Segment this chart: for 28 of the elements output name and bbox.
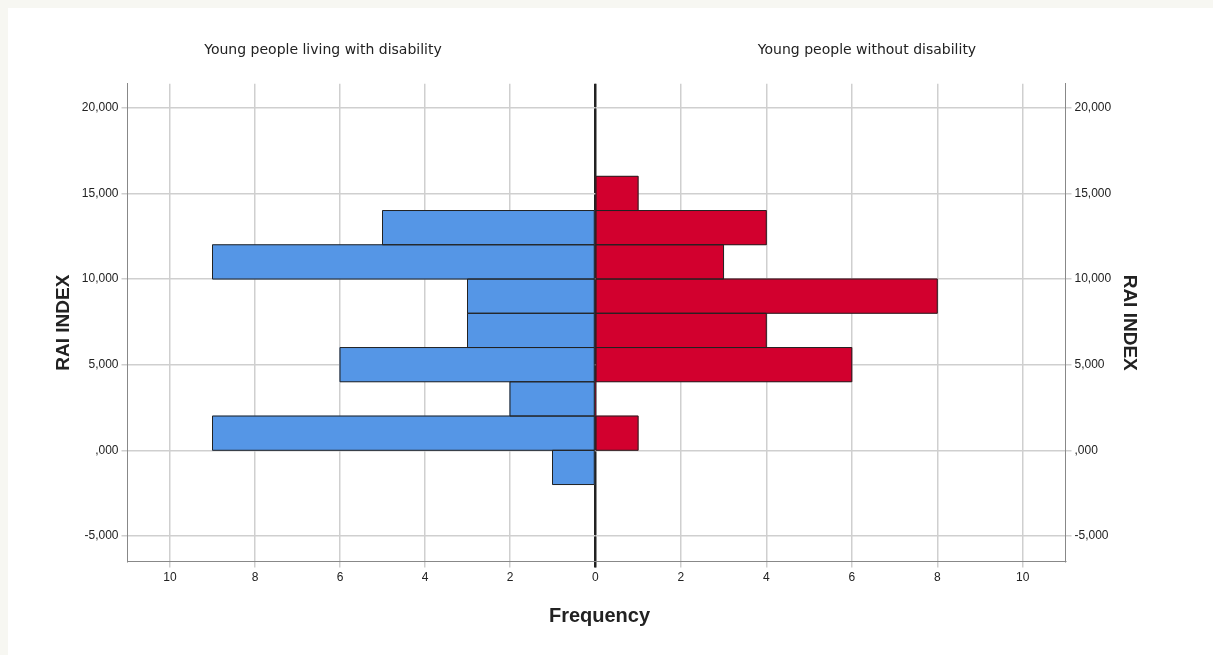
y-tick-label: 15,000 [81, 185, 119, 200]
y-tick-label: 5,000 [88, 356, 119, 371]
chart-title: Young people without disability [756, 41, 977, 58]
y-tick-label: 20,000 [81, 100, 119, 115]
x-tick-label: 8 [933, 570, 941, 585]
y-tick-label: 20,000 [1074, 100, 1112, 115]
x-tick-label: 6 [336, 570, 344, 585]
y-axis-title: RAI INDEX [51, 274, 73, 371]
chart-title: Young people living with disability [203, 41, 442, 58]
y-tick-label: ,000 [95, 442, 119, 457]
y-axis-title: RAI INDEX [1120, 274, 1142, 372]
y-tick-label: 5,000 [1074, 356, 1105, 371]
x-tick-label: 0 [591, 570, 599, 585]
x-tick-label: 4 [421, 570, 429, 585]
x-tick-label: 10 [1016, 570, 1030, 585]
x-tick-label: 2 [506, 570, 514, 585]
y-tick-label: -5,000 [1074, 528, 1109, 543]
x-axis-title: Frequency [547, 604, 652, 627]
y-tick-label: 10,000 [81, 271, 119, 286]
x-tick-label: 4 [762, 570, 770, 585]
y-tick-label: 15,000 [1074, 185, 1112, 200]
x-tick-label: 2 [677, 570, 685, 585]
x-tick-label: 8 [251, 570, 259, 585]
x-tick-label: 6 [848, 570, 856, 585]
y-tick-label: 10,000 [1074, 271, 1112, 286]
y-tick-label: -5,000 [84, 528, 119, 543]
y-tick-label: ,000 [1074, 442, 1099, 457]
x-tick-label: 10 [163, 570, 177, 585]
